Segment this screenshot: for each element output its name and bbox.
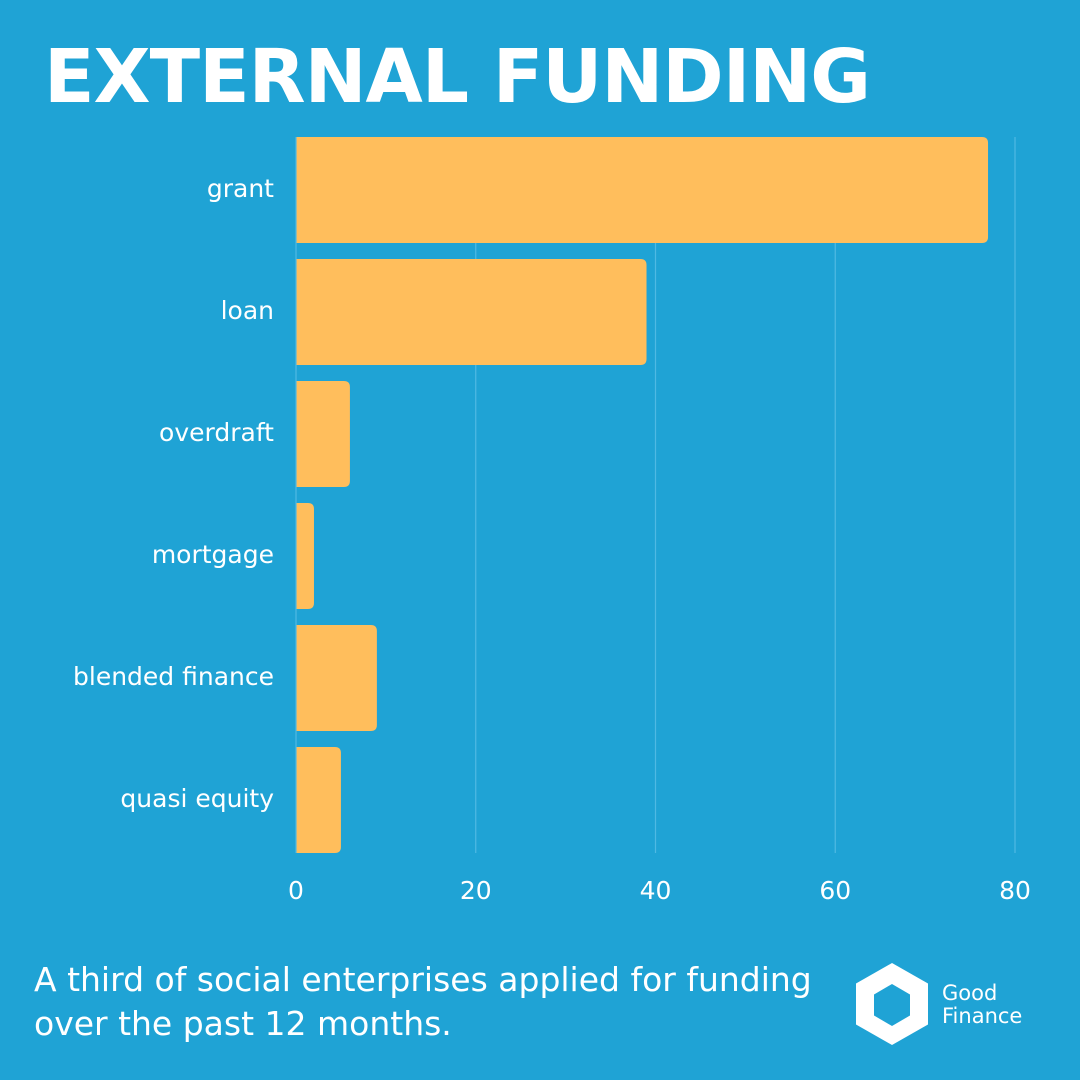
bar-blended-finance: [296, 625, 377, 731]
hexagon-logo-icon: [856, 963, 928, 1045]
category-label-loan: loan: [221, 296, 274, 325]
bar-quasi-equity: [296, 747, 341, 853]
x-tick-label-80: 80: [999, 876, 1031, 905]
bar-grant: [296, 137, 989, 243]
category-label-overdraft: overdraft: [159, 418, 274, 447]
x-tick-label-60: 60: [819, 876, 851, 905]
bar-loan: [296, 259, 647, 365]
logo-wordmark: Good Finance: [942, 982, 1022, 1028]
x-tick-label-0: 0: [288, 876, 304, 905]
x-tick-label-40: 40: [640, 876, 672, 905]
category-label-mortgage: mortgage: [152, 540, 274, 569]
logo-line-1: Good: [942, 981, 998, 1005]
page-title: EXTERNAL FUNDING: [44, 34, 871, 120]
logo-line-2: Finance: [942, 1004, 1023, 1028]
category-label-blended-finance: blended finance: [73, 662, 274, 691]
bar-mortgage: [296, 503, 314, 609]
bar-overdraft: [296, 381, 350, 487]
x-tick-label-20: 20: [460, 876, 492, 905]
category-label-grant: grant: [207, 174, 274, 203]
good-finance-logo: Good Finance: [852, 960, 1052, 1050]
category-label-quasi-equity: quasi equity: [120, 784, 274, 813]
footer-caption: A third of social enterprises applied fo…: [34, 960, 812, 1043]
